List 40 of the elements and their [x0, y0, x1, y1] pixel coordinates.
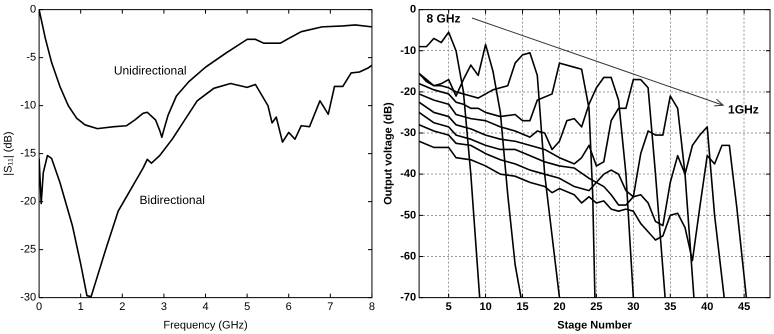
y-tick-label: -60 — [400, 250, 416, 262]
y-tick-label: -10 — [400, 44, 416, 57]
x-tick-label: 4 — [202, 301, 209, 314]
x-tick-label: 40 — [701, 301, 714, 314]
x-tick-label: 20 — [553, 301, 566, 314]
annotation: 8 GHz — [426, 11, 460, 26]
y-tick-label: -20 — [400, 86, 416, 98]
y-tick-label: -15 — [20, 148, 36, 160]
x-tick-label: 3 — [160, 301, 167, 314]
y-axis-title: Output voltage (dB) — [382, 102, 395, 205]
x-tick-label: 15 — [516, 301, 529, 314]
y-tick-label: -70 — [400, 292, 416, 304]
y-axis-title: |S₁₁| (dB) — [2, 131, 15, 176]
x-tick-label: 1 — [78, 301, 84, 314]
x-tick-label: 45 — [738, 301, 750, 314]
x-axis-title: Frequency (GHz) — [163, 319, 248, 332]
x-tick-label: 5 — [244, 301, 250, 314]
x-tick-label: 8 — [368, 301, 376, 314]
y-tick-label: -10 — [20, 100, 36, 112]
x-tick-label: 7 — [327, 301, 334, 314]
x-tick-label: 30 — [627, 301, 640, 314]
y-tick-label: -20 — [20, 196, 36, 208]
x-tick-label: 5 — [446, 301, 452, 314]
x-tick-label: 10 — [479, 301, 492, 314]
x-axis-title: Stage Number — [557, 319, 633, 332]
y-tick-label: 0 — [30, 4, 36, 16]
x-tick-label: 2 — [119, 301, 126, 314]
x-tick-label: 6 — [286, 301, 292, 314]
y-tick-label: -25 — [20, 244, 36, 256]
y-tick-label: -50 — [400, 209, 416, 222]
y-tick-label: 0 — [410, 4, 416, 16]
annotation: 1GHz — [728, 102, 759, 116]
y-tick-label: -40 — [400, 168, 416, 180]
y-tick-label: -30 — [20, 292, 36, 304]
x-tick-label: 35 — [664, 301, 676, 314]
x-tick-label: 25 — [590, 301, 603, 314]
series-label: Bidirectional — [140, 192, 205, 207]
series-label: Unidirectional — [114, 63, 187, 78]
y-tick-label: -5 — [26, 52, 36, 64]
y-tick-label: -30 — [400, 127, 416, 140]
